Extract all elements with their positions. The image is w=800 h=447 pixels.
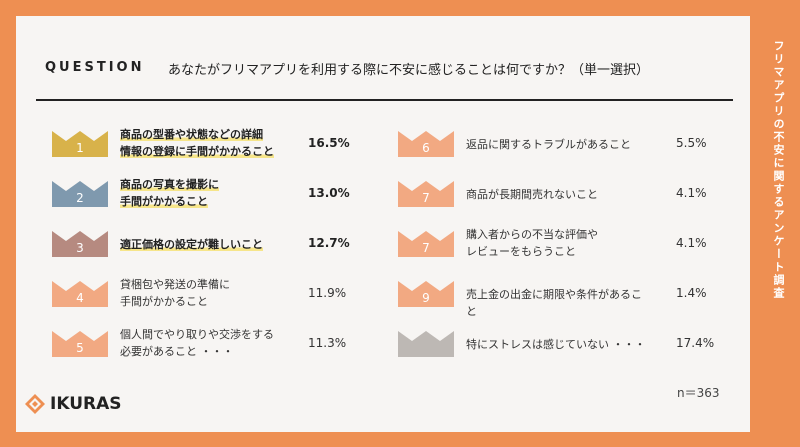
question-label: QUESTION — [45, 60, 145, 75]
rank-number: 5 — [76, 341, 84, 355]
crown-icon: 9 — [396, 279, 456, 309]
item-label-line: 売上金の出金に期限や条件があること — [466, 288, 642, 318]
ranking-item: 3 適正価格の設定が難しいこと 12.7% — [50, 226, 368, 266]
rank-number: 1 — [76, 141, 84, 155]
item-value: 12.7% — [308, 236, 350, 250]
item-value: 11.3% — [308, 336, 347, 350]
ranking-item: 1 商品の型番や状態などの詳細 情報の登録に手間がかかること 16.5% — [50, 126, 368, 166]
rank-number: 7 — [422, 191, 430, 205]
item-label-line: 手間がかかること — [120, 295, 208, 308]
ranking-item: 4 貸梱包や発送の準備に 手間がかかること 11.9% — [50, 276, 368, 316]
survey-panel: QUESTION あなたがフリマアプリを利用する際に不安に感じることは何ですか？… — [16, 16, 750, 432]
crown-icon: 1 — [50, 129, 110, 159]
rank-number: 9 — [422, 291, 430, 305]
ranking-item: 6 返品に関するトラブルがあること 5.5% — [396, 126, 736, 166]
item-label-line: 返品に関するトラブルがあること — [466, 138, 631, 151]
item-value: 4.1% — [676, 186, 707, 200]
item-label-line: 必要があること ・・・ — [120, 345, 234, 358]
crown-icon: 3 — [50, 229, 110, 259]
rank-number: 6 — [422, 141, 430, 155]
item-label: 適正価格の設定が難しいこと — [120, 236, 305, 253]
crown-icon: 5 — [50, 329, 110, 359]
item-label-line: 商品が長期間売れないこと — [466, 188, 598, 201]
item-label-line: 貸梱包や発送の準備に — [120, 278, 230, 291]
divider — [36, 99, 733, 101]
item-label-line: レビューをもらうこと — [466, 245, 576, 258]
item-value: 5.5% — [676, 136, 707, 150]
crown-icon: 7 — [396, 229, 456, 259]
item-label-line: 商品の型番や状態などの詳細 — [120, 128, 263, 141]
item-label-line: 個人間でやり取りや交渉をする — [120, 328, 274, 341]
item-label-line: 商品の写真を撮影に — [120, 178, 219, 191]
crown-icon: 4 — [50, 279, 110, 309]
item-label: 商品の型番や状態などの詳細 情報の登録に手間がかかること — [120, 126, 305, 160]
item-label: 個人間でやり取りや交渉をする 必要があること ・・・ — [120, 326, 305, 360]
logo-text: IKURAS — [50, 394, 122, 414]
ikuras-diamond-icon — [25, 394, 45, 414]
item-value: 16.5% — [308, 136, 350, 150]
ikuras-logo: IKURAS — [24, 392, 122, 416]
item-label-line: 購入者からの不当な評価や — [466, 228, 598, 241]
item-label: 購入者からの不当な評価や レビューをもらうこと — [466, 226, 651, 260]
item-value: 1.4% — [676, 286, 707, 300]
item-value: 17.4% — [676, 336, 715, 350]
item-label-line: 手間がかかること — [120, 195, 208, 208]
item-label-line: 適正価格の設定が難しいこと — [120, 238, 263, 251]
ranking-item: 7 商品が長期間売れないこと 4.1% — [396, 176, 736, 216]
crown-icon — [396, 329, 456, 359]
item-label: 売上金の出金に期限や条件があること — [466, 286, 651, 320]
ranking-item: 9 売上金の出金に期限や条件があること 1.4% — [396, 276, 736, 318]
rank-number: 2 — [76, 191, 84, 205]
item-value: 4.1% — [676, 236, 707, 250]
ranking-item: 2 商品の写真を撮影に 手間がかかること 13.0% — [50, 176, 368, 216]
ranking-item: 5 個人間でやり取りや交渉をする 必要があること ・・・ 11.3% — [50, 326, 368, 366]
question-text: あなたがフリマアプリを利用する際に不安に感じることは何ですか？（単一選択） — [168, 63, 650, 78]
item-label: 貸梱包や発送の準備に 手間がかかること — [120, 276, 305, 310]
crown-icon: 2 — [50, 179, 110, 209]
crown-icon: 7 — [396, 179, 456, 209]
item-value: 11.9% — [308, 286, 347, 300]
item-label: 特にストレスは感じていない ・・・ — [466, 336, 651, 353]
item-label-line: 特にストレスは感じていない ・・・ — [466, 338, 646, 351]
side-title: フリマアプリの不安に関するアンケート調査 — [772, 40, 785, 300]
item-label: 商品が長期間売れないこと — [466, 186, 651, 203]
item-label-line: 情報の登録に手間がかかること — [120, 145, 274, 158]
ranking-item: 特にストレスは感じていない ・・・ 17.4% — [396, 326, 736, 366]
crown-icon: 6 — [396, 129, 456, 159]
rank-number: 3 — [76, 241, 84, 255]
rank-number: 7 — [422, 241, 430, 255]
rank-number: 4 — [76, 291, 84, 305]
sample-size: n＝363 — [677, 386, 720, 400]
ranking-item: 7 購入者からの不当な評価や レビューをもらうこと 4.1% — [396, 226, 736, 266]
item-label: 商品の写真を撮影に 手間がかかること — [120, 176, 305, 210]
item-value: 13.0% — [308, 186, 350, 200]
item-label: 返品に関するトラブルがあること — [466, 136, 651, 153]
